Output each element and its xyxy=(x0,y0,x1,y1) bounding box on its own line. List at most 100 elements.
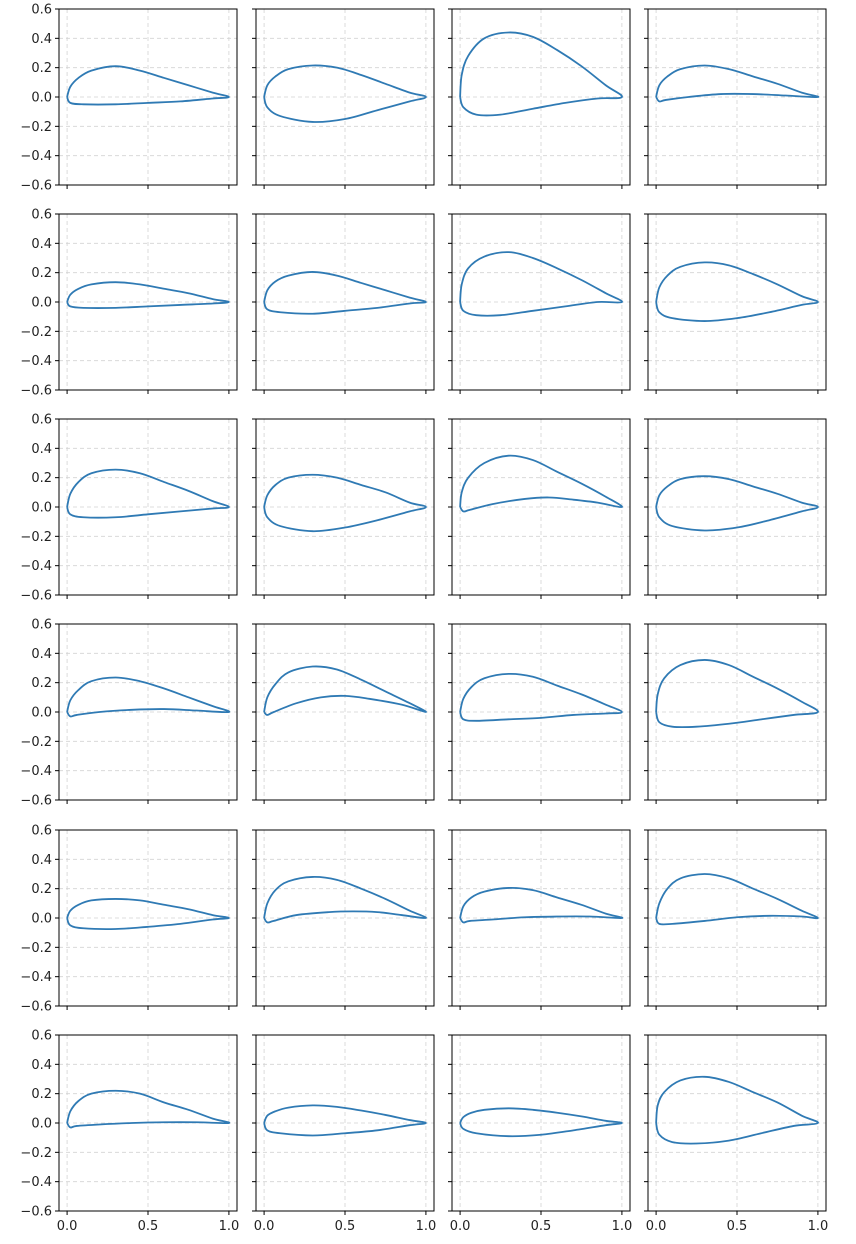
airfoil-line xyxy=(263,271,427,315)
x-tick-label: 0.5 xyxy=(531,1219,552,1234)
y-tick-label: 0.2 xyxy=(31,1087,52,1102)
subplot-1-3 xyxy=(448,8,631,189)
y-tick-label: −0.6 xyxy=(20,1000,52,1015)
x-tick-label: 0.5 xyxy=(335,1219,356,1234)
subplot-2-3 xyxy=(448,213,631,394)
y-tick-label: −0.6 xyxy=(20,589,52,604)
y-tick-label: 0.4 xyxy=(31,647,52,662)
airfoil-line xyxy=(263,876,427,924)
y-tick-label: 0.2 xyxy=(31,61,52,76)
y-tick-label: 0.6 xyxy=(31,618,52,633)
y-tick-label: 0.4 xyxy=(31,442,52,457)
airfoil-line xyxy=(263,473,427,533)
airfoil-line xyxy=(66,65,230,106)
y-tick-label: −0.2 xyxy=(20,325,52,340)
y-tick-label: 0.0 xyxy=(31,1117,52,1132)
y-tick-label: −0.4 xyxy=(20,764,52,779)
subplot-4-4 xyxy=(644,623,827,804)
airfoil-line xyxy=(459,672,623,722)
y-tick-label: 0.2 xyxy=(31,882,52,897)
y-tick-label: 0.2 xyxy=(31,266,52,281)
y-tick-label: −0.2 xyxy=(20,735,52,750)
y-tick-label: 0.2 xyxy=(31,471,52,486)
subplot-6-3: 0.0 0.5 1.0 xyxy=(448,1034,633,1234)
subplot-3-2 xyxy=(252,418,435,599)
y-tick-label: 0.4 xyxy=(31,853,52,868)
subplot-5-4 xyxy=(644,829,827,1010)
y-tick-label: 0.0 xyxy=(31,501,52,516)
y-tick-label: 0.0 xyxy=(31,91,52,106)
y-tick-label: −0.4 xyxy=(20,149,52,164)
y-tick-label: 0.0 xyxy=(31,296,52,311)
y-tick-label: 0.4 xyxy=(31,32,52,47)
subplot-6-4: 0.0 0.5 1.0 xyxy=(644,1034,829,1234)
subplot-1-2 xyxy=(252,8,435,189)
airfoil-line xyxy=(263,1104,427,1137)
airfoil-line xyxy=(66,898,230,930)
x-tick-label: 0.5 xyxy=(727,1219,748,1234)
airfoil-line xyxy=(655,1075,819,1145)
airfoil-line xyxy=(263,665,427,716)
x-tick-label: 0.0 xyxy=(57,1219,78,1234)
subplot-2-4 xyxy=(644,213,827,394)
y-tick-label: 0.2 xyxy=(31,676,52,691)
subplot-5-2 xyxy=(252,829,435,1010)
subplot-2-1: −0.6 −0.4 −0.2 0.0 0.2 0.4 0.6 xyxy=(20,208,238,399)
y-tick-label: −0.4 xyxy=(20,559,52,574)
y-tick-label: 0.6 xyxy=(31,1029,52,1044)
y-tick-label: 0.0 xyxy=(31,912,52,927)
subplot-4-1: −0.6 −0.4 −0.2 0.0 0.2 0.4 0.6 xyxy=(20,618,238,809)
x-tick-label: 0.5 xyxy=(138,1219,159,1234)
y-tick-label: 0.4 xyxy=(31,237,52,252)
airfoil-line xyxy=(459,1107,623,1138)
airfoil-line xyxy=(66,676,231,718)
y-tick-label: −0.2 xyxy=(20,120,52,135)
airfoil-line xyxy=(263,64,427,123)
y-tick-label: −0.2 xyxy=(20,941,52,956)
airfoil-line xyxy=(655,475,819,532)
subplot-6-2: 0.0 0.5 1.0 xyxy=(252,1034,437,1234)
y-tick-label: −0.2 xyxy=(20,530,52,545)
x-tick-label: 1.0 xyxy=(219,1219,240,1234)
airfoil-line xyxy=(655,261,819,322)
airfoil-line xyxy=(459,454,623,513)
x-tick-label: 1.0 xyxy=(808,1219,829,1234)
y-tick-label: 0.6 xyxy=(31,3,52,18)
airfoil-line xyxy=(459,31,623,117)
x-tick-label: 1.0 xyxy=(612,1219,633,1234)
y-tick-label: −0.6 xyxy=(20,1205,52,1220)
subplot-5-1: −0.6 −0.4 −0.2 0.0 0.2 0.4 0.6 xyxy=(20,824,238,1015)
y-tick-label: 0.6 xyxy=(31,413,52,428)
y-tick-label: 0.6 xyxy=(31,824,52,839)
subplot-4-3 xyxy=(448,623,631,804)
y-tick-label: −0.4 xyxy=(20,354,52,369)
y-tick-label: −0.6 xyxy=(20,794,52,809)
subplot-1-4 xyxy=(644,8,827,189)
airfoil-line xyxy=(66,468,230,519)
subplot-2-2 xyxy=(252,213,435,394)
airfoil-line xyxy=(66,281,230,309)
subplot-3-1: −0.6 −0.4 −0.2 0.0 0.2 0.4 0.6 xyxy=(20,413,238,604)
y-tick-label: −0.2 xyxy=(20,1146,52,1161)
subplot-3-3 xyxy=(448,418,631,599)
y-tick-label: −0.6 xyxy=(20,179,52,194)
subplot-4-2 xyxy=(252,623,435,804)
airfoil-line xyxy=(655,873,819,926)
y-tick-label: 0.6 xyxy=(31,208,52,223)
y-tick-label: −0.4 xyxy=(20,1175,52,1190)
airfoil-line xyxy=(459,886,624,924)
subplot-6-1: −0.6 −0.4 −0.2 0.0 0.2 0.4 0.6 0.0 0.5 1.0 xyxy=(20,1029,239,1235)
x-tick-label: 0.0 xyxy=(450,1219,471,1234)
y-tick-label: 0.0 xyxy=(31,706,52,721)
subplot-3-4 xyxy=(644,418,827,599)
airfoil-line xyxy=(655,64,820,103)
x-tick-label: 1.0 xyxy=(416,1219,437,1234)
y-tick-label: −0.4 xyxy=(20,970,52,985)
x-tick-label: 0.0 xyxy=(254,1219,275,1234)
y-tick-label: −0.6 xyxy=(20,384,52,399)
airfoil-line xyxy=(655,659,819,729)
airfoil-line xyxy=(459,251,623,317)
y-tick-label: 0.4 xyxy=(31,1058,52,1073)
subplot-1-1: −0.6 −0.4 −0.2 0.0 0.2 0.4 0.6 xyxy=(20,3,238,194)
